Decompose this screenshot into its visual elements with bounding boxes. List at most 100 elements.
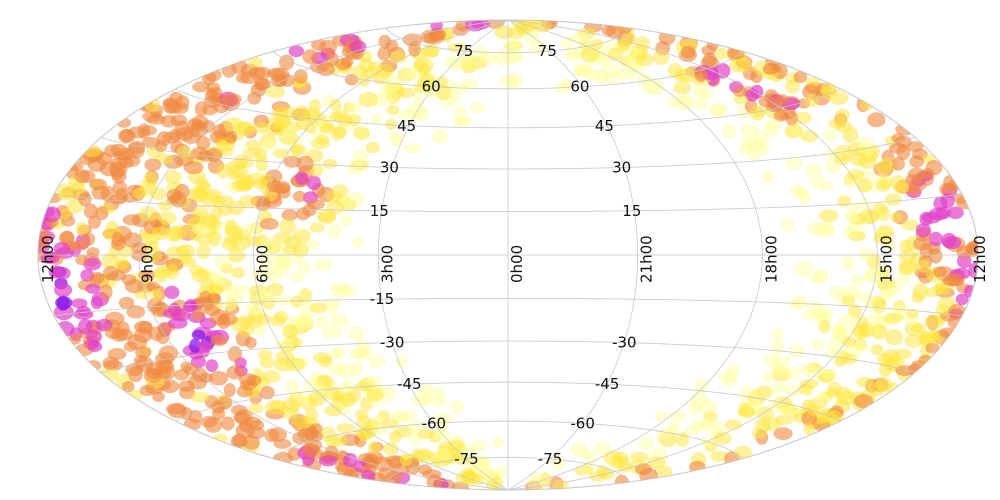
density-cell	[503, 40, 523, 51]
density-cell	[451, 481, 470, 490]
density-cell	[842, 225, 858, 238]
density-cell	[128, 140, 146, 155]
dec-tick-label: 60	[570, 78, 589, 96]
density-cell	[598, 54, 611, 66]
density-cell	[479, 52, 499, 66]
density-cell	[771, 328, 785, 341]
density-cell	[788, 344, 806, 358]
density-cell	[331, 184, 349, 198]
density-cell	[246, 235, 261, 247]
density-cell	[450, 83, 471, 95]
density-cell	[339, 285, 358, 297]
density-cell	[769, 359, 783, 376]
density-cell	[889, 212, 902, 223]
density-cell	[294, 171, 309, 185]
dec-tick-label: 30	[612, 158, 631, 176]
density-cell	[881, 349, 900, 365]
density-cell	[580, 48, 600, 63]
density-cell	[336, 423, 356, 434]
density-cell	[450, 399, 465, 414]
density-cell	[770, 382, 789, 394]
density-cell	[351, 237, 364, 248]
density-cell	[122, 381, 135, 392]
density-cell	[935, 206, 952, 220]
density-cell	[456, 116, 473, 127]
density-cell	[231, 58, 248, 75]
density-cell	[924, 314, 944, 330]
density-cell	[470, 439, 488, 452]
density-cell	[710, 450, 729, 462]
density-cell	[696, 420, 713, 431]
density-cell	[638, 437, 654, 450]
density-cell	[273, 106, 289, 119]
density-cell	[928, 231, 943, 247]
density-cell	[218, 313, 238, 326]
density-cell	[164, 170, 182, 185]
density-cell	[811, 339, 824, 351]
density-cell	[124, 279, 144, 294]
density-cell	[901, 219, 919, 231]
density-cell	[921, 167, 934, 179]
density-cell	[206, 82, 221, 93]
density-cell	[380, 386, 397, 402]
density-cell	[799, 363, 819, 377]
density-cell	[388, 430, 403, 443]
density-cell	[813, 268, 829, 284]
density-cell	[932, 266, 947, 278]
density-cell	[948, 303, 966, 320]
density-cell	[502, 48, 522, 65]
density-cell	[455, 471, 474, 485]
density-cell	[629, 451, 649, 463]
density-cell	[472, 455, 492, 471]
density-cell	[104, 144, 120, 158]
density-cell	[59, 208, 72, 221]
density-cell	[471, 20, 491, 30]
density-cell	[690, 419, 705, 432]
density-cell	[285, 379, 300, 395]
density-cell	[191, 307, 205, 321]
density-cell	[425, 43, 440, 58]
density-cell	[220, 262, 233, 274]
density-cell	[803, 423, 816, 435]
density-cell	[668, 410, 687, 422]
density-cell	[833, 324, 847, 340]
density-cell	[127, 126, 148, 139]
density-cell	[875, 161, 893, 174]
density-cell	[947, 206, 964, 220]
density-cell	[248, 403, 264, 414]
density-cell	[418, 81, 437, 96]
density-cell	[428, 29, 445, 44]
density-cell	[350, 360, 364, 377]
density-cell	[813, 305, 834, 321]
density-cell	[789, 299, 806, 310]
density-cell	[940, 193, 955, 209]
density-cell	[818, 319, 831, 334]
density-cell	[805, 162, 823, 177]
density-cell	[210, 335, 228, 347]
density-cell	[142, 110, 162, 123]
density-cell	[694, 98, 708, 111]
density-cell	[314, 315, 330, 329]
density-cell	[856, 178, 873, 193]
ra-tick-label: 12h00	[39, 235, 57, 283]
density-cell	[701, 416, 718, 429]
density-cell	[259, 218, 279, 230]
density-cell	[835, 386, 853, 402]
ra-tick-label: 3h00	[378, 245, 396, 283]
density-cell	[305, 408, 319, 421]
density-cell	[884, 329, 904, 346]
density-cell	[110, 157, 129, 170]
density-cell	[268, 427, 287, 442]
density-cell	[273, 253, 291, 270]
density-cell	[676, 95, 696, 110]
dec-tick-label: 15	[370, 202, 389, 220]
density-cell	[806, 300, 823, 316]
density-cell	[290, 337, 303, 348]
density-cell	[151, 226, 170, 241]
density-cell	[278, 130, 299, 146]
density-cell	[917, 259, 930, 273]
density-cell	[101, 253, 119, 269]
density-cell	[804, 94, 820, 108]
density-cell	[834, 356, 847, 367]
density-cell	[822, 128, 837, 143]
